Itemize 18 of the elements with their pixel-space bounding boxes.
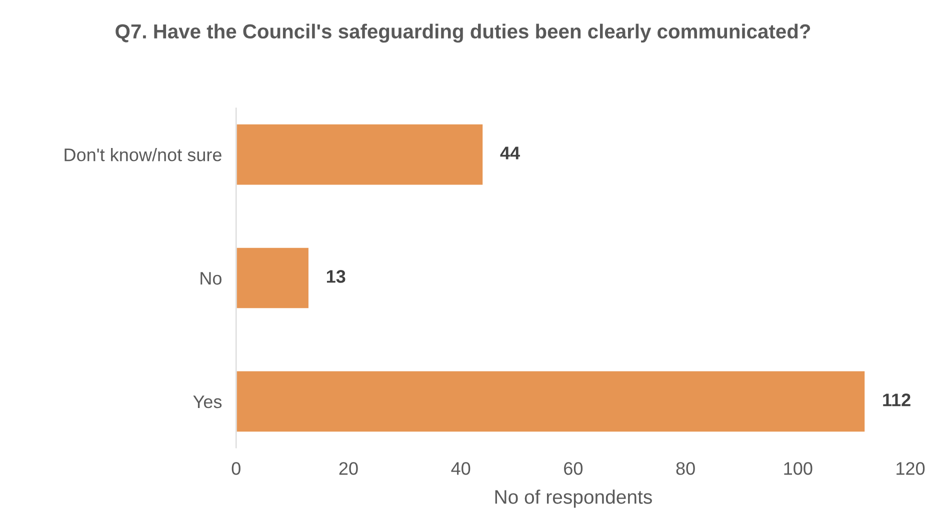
chart-title: Q7. Have the Council's safeguarding duties been clearly communicated?	[116, 24, 810, 43]
bar	[236, 246, 310, 310]
data-label: 13	[326, 270, 346, 283]
y-tick-label: Don't know/not sure	[64, 148, 222, 162]
data-label: 44	[500, 146, 520, 160]
x-tick-label: 100	[784, 462, 812, 475]
x-tick-label: 0	[232, 462, 240, 475]
x-tick-label: 80	[676, 462, 695, 475]
y-tick-label: No	[200, 272, 222, 285]
x-tick-label: 120	[896, 462, 925, 475]
y-tick-label: Yes	[193, 396, 222, 408]
x-tick-label: 60	[564, 462, 583, 475]
x-tick-label: 40	[451, 462, 470, 475]
data-label: 112	[883, 394, 910, 406]
x-axis-title: No of respondents	[495, 490, 652, 508]
bar	[236, 370, 866, 434]
bar	[236, 122, 484, 186]
x-tick-label: 20	[339, 462, 358, 475]
